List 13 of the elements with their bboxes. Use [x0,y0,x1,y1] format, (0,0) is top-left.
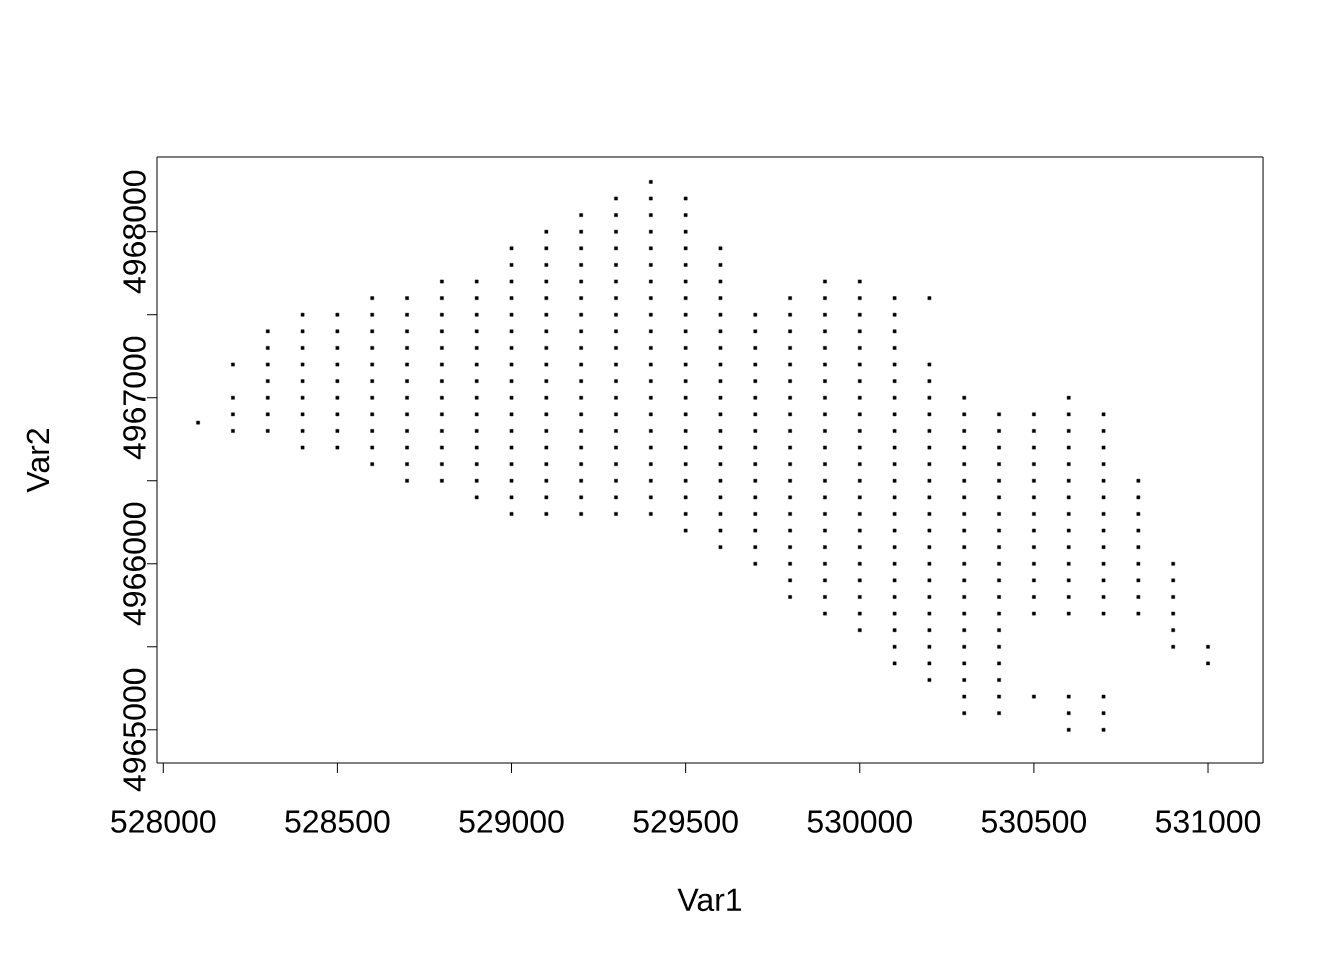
x-axis-title: Var1 [677,888,742,912]
y-tick-label: 4968000 [123,170,146,294]
x-tick-label: 530500 [981,810,1087,833]
x-tick-label: 529000 [459,810,564,833]
x-tick-label: 528500 [285,810,390,833]
x-tick-label: 531000 [1155,810,1261,833]
y-tick-label: 4966000 [123,502,146,626]
x-tick-label: 530000 [807,810,912,833]
y-tick-label: 4967000 [123,336,146,460]
y-axis-title: Var2 [26,428,50,493]
y-tick-label: 4965000 [123,668,146,792]
x-tick-label: 529500 [633,810,738,833]
x-tick-label: 528000 [111,810,216,833]
